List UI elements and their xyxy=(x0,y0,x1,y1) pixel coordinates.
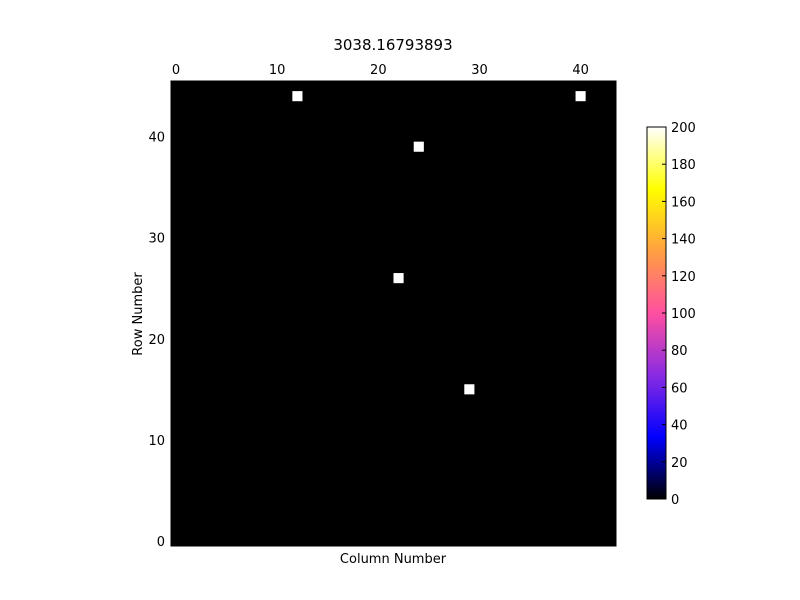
colorbar-tick-label: 20 xyxy=(671,456,688,471)
data-cell-1 xyxy=(575,91,586,102)
y-axis-label: Row Number xyxy=(131,272,146,356)
x-tick-label: 40 xyxy=(572,63,589,78)
colorbar-tick-label: 180 xyxy=(671,158,696,173)
colorbar-tick-label: 60 xyxy=(671,381,688,396)
colorbar-ticks: 0 20 40 60 80 100 120 140 160 180 200 xyxy=(662,121,696,508)
x-tick-label: 0 xyxy=(172,63,180,78)
colorbar-tick-label: 0 xyxy=(671,493,679,508)
plot-area: 0 10 20 30 40 0 10 20 30 40 xyxy=(148,63,617,550)
chart-title: 3038.16793893 xyxy=(333,36,452,54)
y-tick-label: 40 xyxy=(148,131,165,146)
colorbar-tick-label: 200 xyxy=(671,121,696,136)
colorbar-tick-label: 160 xyxy=(671,195,696,210)
data-cell-3 xyxy=(393,273,404,284)
y-axis-ticks: 0 10 20 30 40 xyxy=(148,131,616,550)
x-axis-ticks: 0 10 20 30 40 xyxy=(172,63,589,546)
data-cell-2 xyxy=(413,141,424,152)
x-tick-label: 30 xyxy=(471,63,488,78)
colorbar-tick-label: 100 xyxy=(671,307,696,322)
x-axis-label: Column Number xyxy=(340,552,447,567)
colorbar-tick-label: 80 xyxy=(671,344,688,359)
colorbar-tick-label: 120 xyxy=(671,270,696,285)
data-cells xyxy=(292,91,586,395)
colorbar-tick-label: 40 xyxy=(671,419,688,434)
colorbar: 0 20 40 60 80 100 120 140 160 180 200 xyxy=(646,121,696,508)
y-tick-label: 20 xyxy=(148,333,165,348)
plot-background xyxy=(170,80,617,547)
x-tick-label: 20 xyxy=(370,63,387,78)
y-tick-label: 30 xyxy=(148,232,165,247)
y-tick-label: 10 xyxy=(148,434,165,449)
colorbar-tick-label: 140 xyxy=(671,233,696,248)
y-tick-label: 0 xyxy=(157,535,165,550)
data-cell-0 xyxy=(292,91,303,102)
x-tick-label: 10 xyxy=(269,63,286,78)
data-cell-4 xyxy=(464,384,475,395)
